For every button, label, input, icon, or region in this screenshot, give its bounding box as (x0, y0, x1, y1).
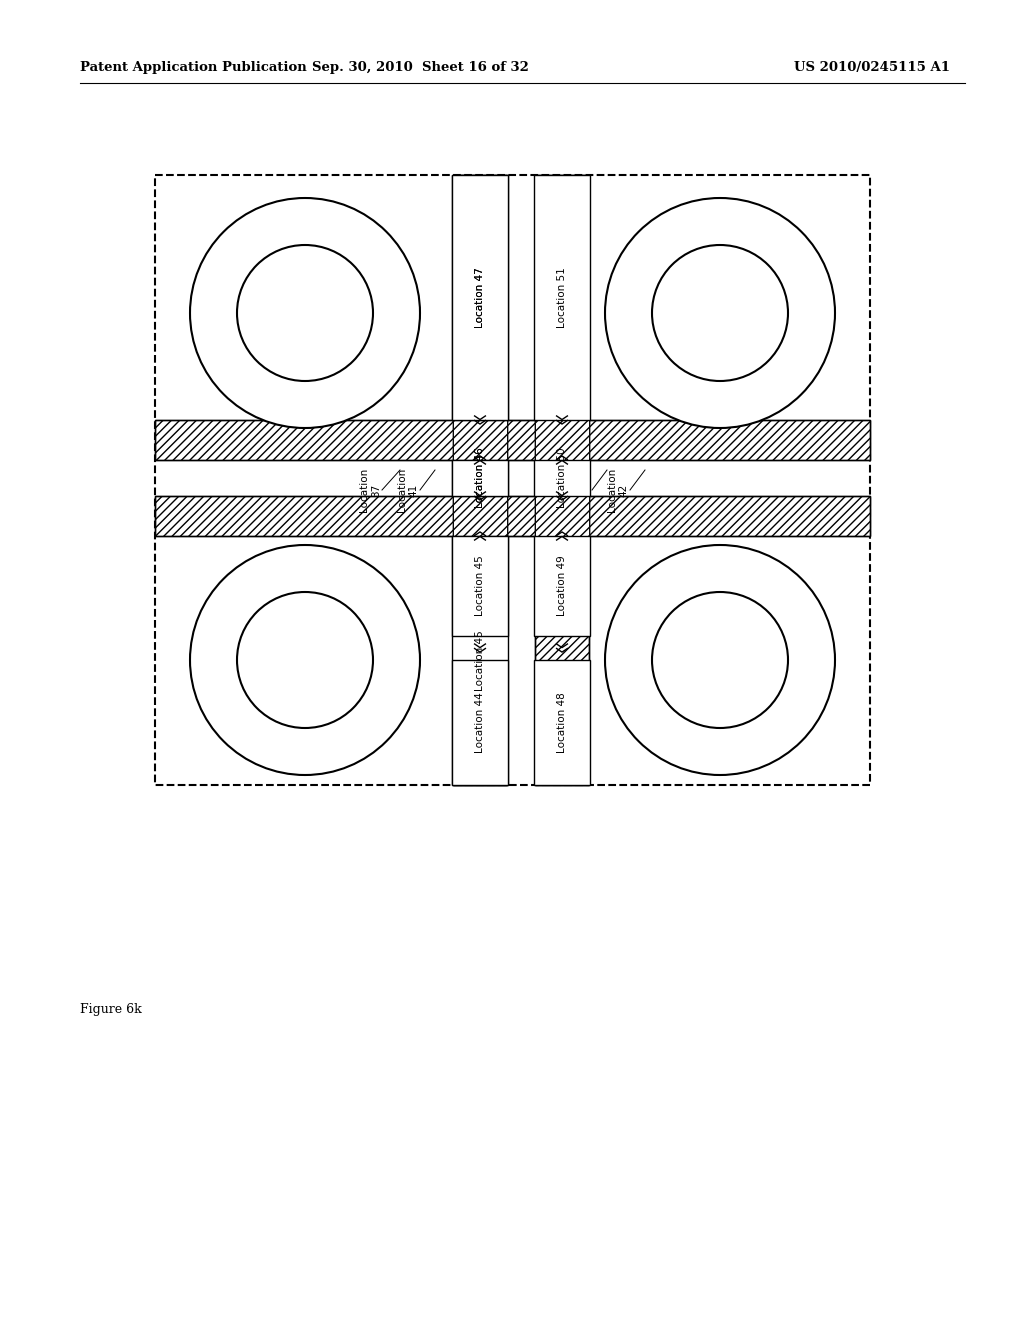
Bar (155, 176, 870, 785)
Bar (535, 176, 589, 785)
Text: Location 50: Location 50 (557, 447, 567, 508)
Circle shape (652, 246, 788, 381)
Circle shape (652, 591, 788, 729)
Circle shape (190, 198, 420, 428)
Bar (534, 660, 590, 785)
Bar (452, 459, 508, 496)
Text: Location 44: Location 44 (475, 692, 485, 752)
Bar (453, 496, 507, 536)
Text: Location 40: Location 40 (208, 280, 218, 341)
Bar (452, 536, 508, 785)
Bar (452, 176, 508, 420)
Bar (452, 660, 508, 785)
Text: Location 43: Location 43 (805, 280, 815, 341)
Bar (535, 176, 589, 785)
Bar (453, 176, 507, 785)
Bar (452, 459, 508, 496)
Bar (155, 420, 870, 459)
Circle shape (190, 545, 420, 775)
Bar (453, 420, 507, 459)
Text: Location
37: Location 37 (359, 467, 381, 512)
Bar (155, 496, 870, 536)
Bar (534, 459, 590, 496)
Bar (155, 420, 870, 459)
Text: Location 51: Location 51 (557, 267, 567, 327)
Text: Location 47: Location 47 (475, 267, 485, 327)
Circle shape (605, 198, 835, 428)
Text: Location
41: Location 41 (397, 467, 419, 512)
Bar (453, 496, 507, 536)
Bar (453, 420, 507, 459)
Text: Location
42: Location 42 (607, 467, 629, 512)
Bar (155, 496, 870, 536)
Bar (452, 536, 508, 636)
Text: Sep. 30, 2010  Sheet 16 of 32: Sep. 30, 2010 Sheet 16 of 32 (311, 62, 528, 74)
Bar (534, 536, 590, 636)
Text: Location 45: Location 45 (475, 556, 485, 616)
Text: Location 36: Location 36 (208, 630, 218, 690)
Text: Location 46: Location 46 (475, 447, 485, 508)
Text: Location 47: Location 47 (475, 267, 485, 327)
Text: Location 39: Location 39 (805, 630, 815, 690)
Text: Location
38: Location 38 (569, 467, 591, 512)
Bar (534, 176, 590, 420)
Text: Location 45: Location 45 (475, 630, 485, 690)
Text: Figure 6k: Figure 6k (80, 1003, 141, 1016)
Circle shape (237, 591, 373, 729)
Bar (452, 176, 508, 420)
Bar (453, 176, 507, 785)
Text: Location 46: Location 46 (475, 447, 485, 508)
Bar (535, 496, 589, 536)
Text: Patent Application Publication: Patent Application Publication (80, 62, 307, 74)
Circle shape (605, 545, 835, 775)
Text: Location 49: Location 49 (557, 556, 567, 616)
Bar (535, 420, 589, 459)
Bar (535, 496, 589, 536)
Text: US 2010/0245115 A1: US 2010/0245115 A1 (794, 62, 950, 74)
Circle shape (237, 246, 373, 381)
Text: Location 48: Location 48 (557, 692, 567, 752)
Bar (535, 420, 589, 459)
